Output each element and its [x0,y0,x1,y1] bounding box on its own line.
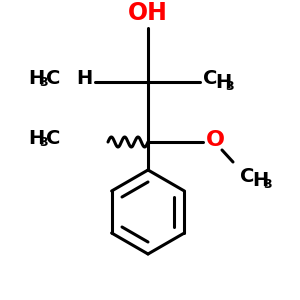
Text: H: H [252,172,268,190]
Text: C: C [46,70,60,88]
Text: H: H [28,130,44,148]
Text: H: H [215,74,231,92]
Text: H: H [76,70,92,88]
Text: C: C [46,130,60,148]
Text: C: C [203,70,218,88]
Text: C: C [240,167,254,185]
Text: 3: 3 [39,136,48,149]
Text: 3: 3 [39,76,48,89]
Text: OH: OH [128,1,168,25]
Text: H: H [28,70,44,88]
Text: 3: 3 [263,178,272,191]
Text: 3: 3 [225,80,234,94]
Text: O: O [206,130,224,150]
